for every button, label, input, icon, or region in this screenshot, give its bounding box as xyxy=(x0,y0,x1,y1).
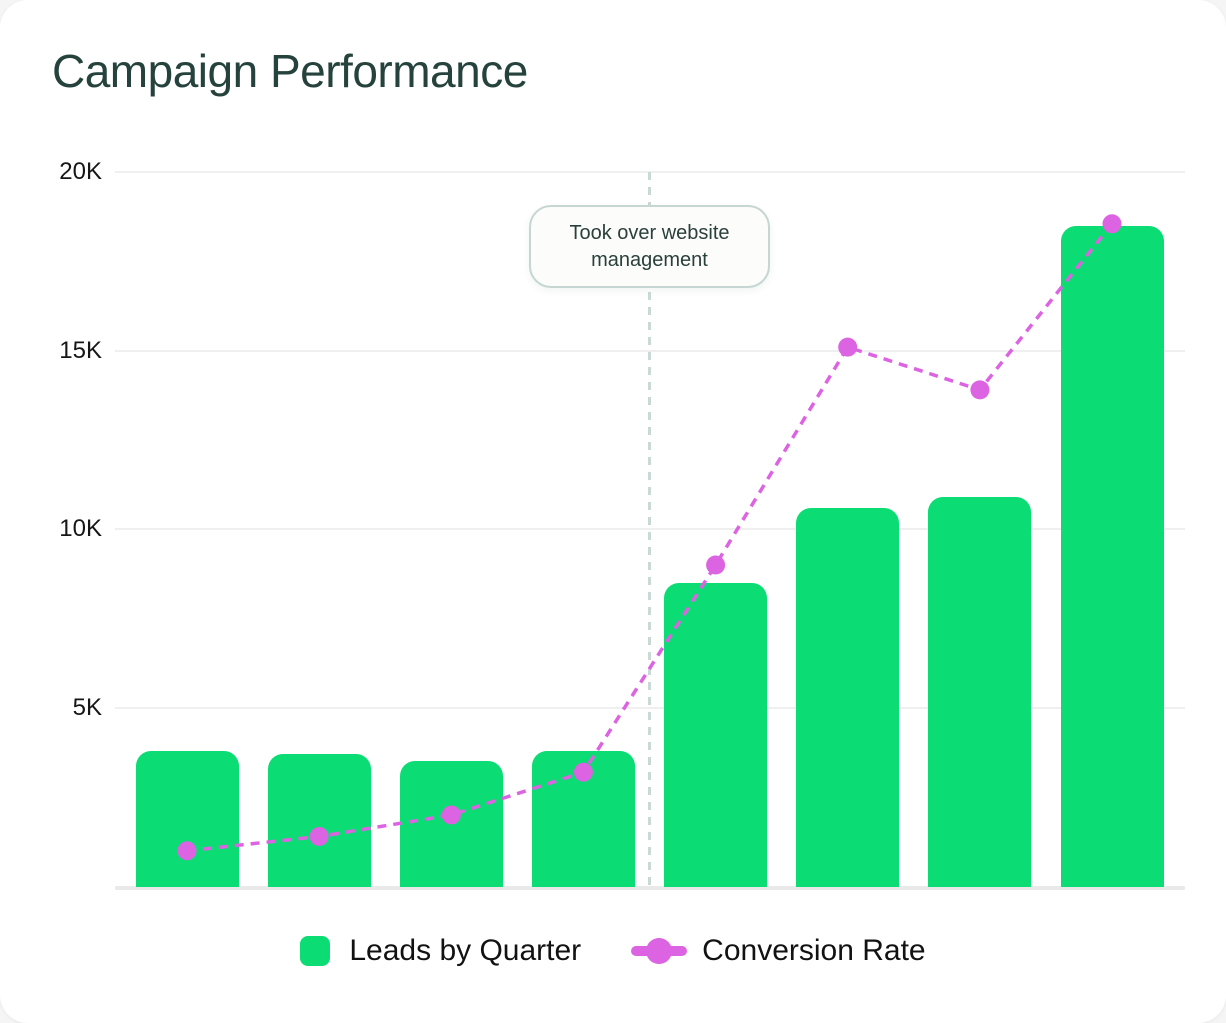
leads-swatch-icon xyxy=(300,936,331,966)
y-tick-label-10K: 10K xyxy=(59,515,102,543)
legend-label-leads: Leads by Quarter xyxy=(349,934,582,967)
leads-bar-q7[interactable] xyxy=(928,497,1032,887)
leads-bar-q5[interactable] xyxy=(664,582,768,887)
conversion-point-q7[interactable] xyxy=(970,380,990,400)
conversion-point-q6[interactable] xyxy=(838,337,858,357)
conversion-marker-dot xyxy=(646,938,673,964)
legend-item-leads[interactable]: Leads by Quarter xyxy=(300,934,581,968)
conversion-marker-icon xyxy=(631,938,688,964)
annotation-box: Took over website management xyxy=(529,205,770,288)
page-title: Campaign Performance xyxy=(52,45,528,97)
legend: Leads by Quarter Conversion Rate xyxy=(0,919,1226,983)
annotation-text: Took over website management xyxy=(569,221,730,271)
legend-item-conversion[interactable]: Conversion Rate xyxy=(631,934,926,968)
leads-bar-q6[interactable] xyxy=(796,507,900,887)
leads-bar-q8[interactable] xyxy=(1060,225,1164,887)
y-tick-label-5K: 5K xyxy=(72,693,102,721)
leads-bar-q3[interactable] xyxy=(399,761,503,887)
y-tick-label-15K: 15K xyxy=(59,336,102,364)
legend-label-conversion: Conversion Rate xyxy=(702,934,926,967)
leads-bar-q1[interactable] xyxy=(135,750,239,887)
x-axis-baseline xyxy=(115,886,1185,890)
conversion-point-q5[interactable] xyxy=(706,555,726,575)
leads-bar-q2[interactable] xyxy=(267,754,371,887)
y-tick-label-20K: 20K xyxy=(59,158,102,185)
leads-bar-q4[interactable] xyxy=(531,750,635,887)
